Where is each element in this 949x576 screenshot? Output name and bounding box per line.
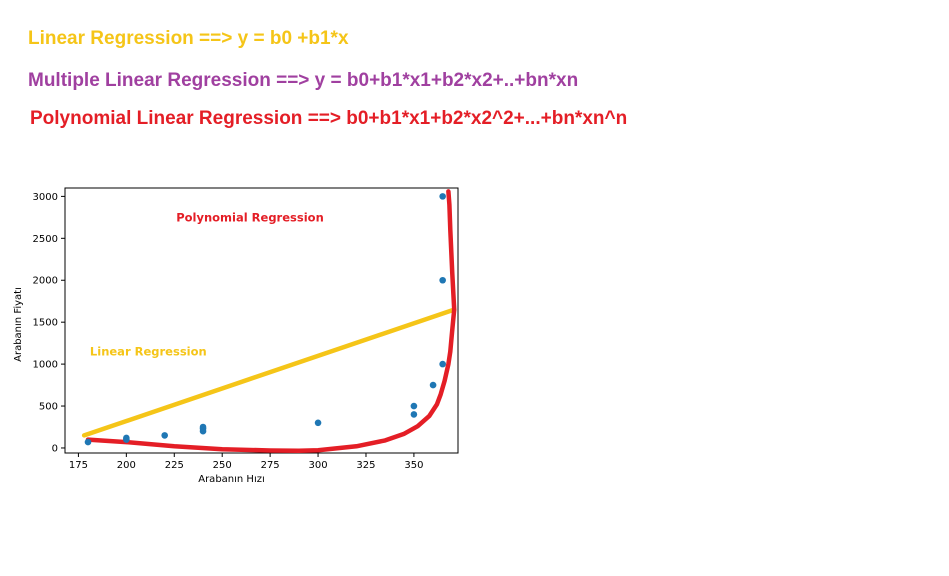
y-tick-label: 1000 bbox=[33, 360, 58, 371]
data-point bbox=[410, 411, 418, 418]
x-tick-label: 350 bbox=[404, 460, 423, 471]
linear-regression-label: Linear Regression bbox=[90, 345, 207, 359]
y-tick-label: 0 bbox=[52, 443, 58, 454]
polynomial-regression-formula: Polynomial Linear Regression ==> b0+b1*x… bbox=[30, 108, 628, 129]
x-tick-label: 250 bbox=[213, 460, 232, 471]
x-tick-label: 175 bbox=[69, 460, 88, 471]
plot-area bbox=[64, 187, 459, 454]
polynomial-regression-curve bbox=[85, 189, 457, 453]
y-tick-label: 1500 bbox=[33, 318, 58, 329]
x-tick-label: 200 bbox=[117, 460, 136, 471]
x-tick-label: 325 bbox=[356, 460, 375, 471]
multiple-linear-regression-formula: Multiple Linear Regression ==> y = b0+b1… bbox=[28, 70, 579, 91]
data-point bbox=[84, 438, 92, 446]
data-point bbox=[314, 419, 322, 427]
data-point bbox=[439, 360, 446, 368]
x-tick-label: 300 bbox=[309, 460, 328, 471]
data-point bbox=[410, 402, 418, 410]
y-tick-label: 500 bbox=[39, 402, 58, 413]
x-tick-label: 275 bbox=[261, 460, 280, 471]
polynomial-regression-label: Polynomial Regression bbox=[176, 211, 324, 225]
y-tick-label: 3000 bbox=[33, 192, 58, 203]
y-tick-label: 2500 bbox=[33, 234, 58, 245]
regression-chart: 175 200 225 250 275 300 325 350 0 500 1000 1500 2000… bbox=[13, 187, 459, 485]
x-tick-label: 225 bbox=[165, 460, 184, 471]
data-point bbox=[429, 381, 437, 389]
y-tick-label: 2000 bbox=[33, 276, 58, 287]
data-point bbox=[439, 276, 446, 284]
linear-regression-line bbox=[81, 307, 457, 438]
data-point bbox=[161, 432, 168, 439]
data-point bbox=[439, 193, 446, 200]
x-axis-label: Arabanın Hızı bbox=[198, 474, 265, 485]
data-point bbox=[199, 423, 207, 431]
linear-regression-formula: Linear Regression ==> y = b0 +b1*x bbox=[28, 28, 349, 49]
y-axis-label: Arabanın Fiyatı bbox=[13, 287, 24, 362]
data-point bbox=[123, 434, 130, 442]
